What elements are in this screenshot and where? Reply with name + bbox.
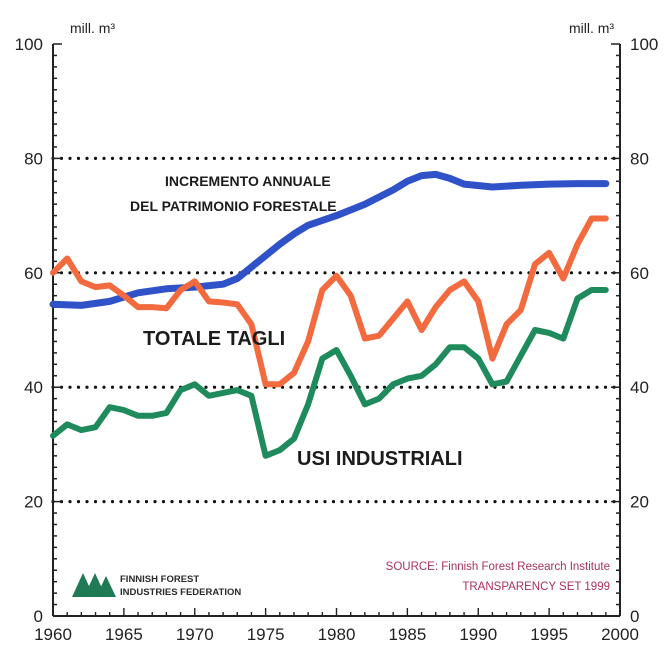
source-line1: SOURCE: Finnish Forest Research Institut…	[386, 561, 610, 573]
right-ytick-label-0: 0	[630, 607, 639, 626]
series-line-increment	[49, 170, 610, 309]
xtick-label-1960: 1960	[34, 625, 72, 644]
right-ytick-label-20: 20	[630, 493, 649, 512]
left-ytick-label-80: 80	[24, 149, 43, 168]
xtick-label-1985: 1985	[388, 625, 426, 644]
series-label-increment-line2: DEL PATRIMONIO FORESTALE	[130, 198, 337, 214]
source-line2: TRANSPARENCY SET 1999	[462, 581, 610, 593]
xtick-label-2000: 2000	[601, 625, 639, 644]
series-lines	[49, 170, 610, 459]
logo-text-line2: INDUSTRIES FEDERATION	[120, 587, 241, 598]
xtick-label-1970: 1970	[176, 625, 214, 644]
left-ytick-label-0: 0	[34, 607, 43, 626]
grid-lines	[51, 156, 622, 504]
left-ytick-label-60: 60	[24, 264, 43, 283]
left-ytick-label-100: 100	[15, 35, 43, 54]
logo-text-line1: FINNISH FOREST	[120, 574, 199, 585]
series-label-totale-tagli: TOTALE TAGLI	[143, 328, 285, 350]
right-unit-label: mill. m³	[569, 20, 614, 36]
xtick-label-1990: 1990	[459, 625, 497, 644]
xtick-label-1965: 1965	[105, 625, 143, 644]
left-ytick-label-20: 20	[24, 493, 43, 512]
tree-logo-icon-3	[96, 576, 116, 597]
left-ytick-label-40: 40	[24, 378, 43, 397]
right-ytick-label-100: 100	[630, 35, 658, 54]
right-ytick-label-60: 60	[630, 264, 649, 283]
axis-ticks	[52, 43, 621, 617]
xtick-label-1980: 1980	[318, 625, 356, 644]
series-line-usi-industriali	[50, 287, 609, 459]
right-ytick-label-80: 80	[630, 149, 649, 168]
series-label-increment-line1: INCREMENTO ANNUALE	[165, 173, 331, 189]
series-line-totale-tagli	[50, 215, 609, 388]
left-unit-label: mill. m³	[70, 20, 115, 36]
xtick-label-1995: 1995	[530, 625, 568, 644]
tick-labels: 0 0 20 20 40 40 60 60 80 80 100 100 1960 1965 1970 1975…	[15, 35, 659, 644]
right-ytick-label-40: 40	[630, 378, 649, 397]
series-label-usi-industriali: USI INDUSTRIALI	[297, 448, 463, 470]
federation-logo: FINNISH FOREST INDUSTRIES FEDERATION	[72, 573, 241, 598]
xtick-label-1975: 1975	[247, 625, 285, 644]
